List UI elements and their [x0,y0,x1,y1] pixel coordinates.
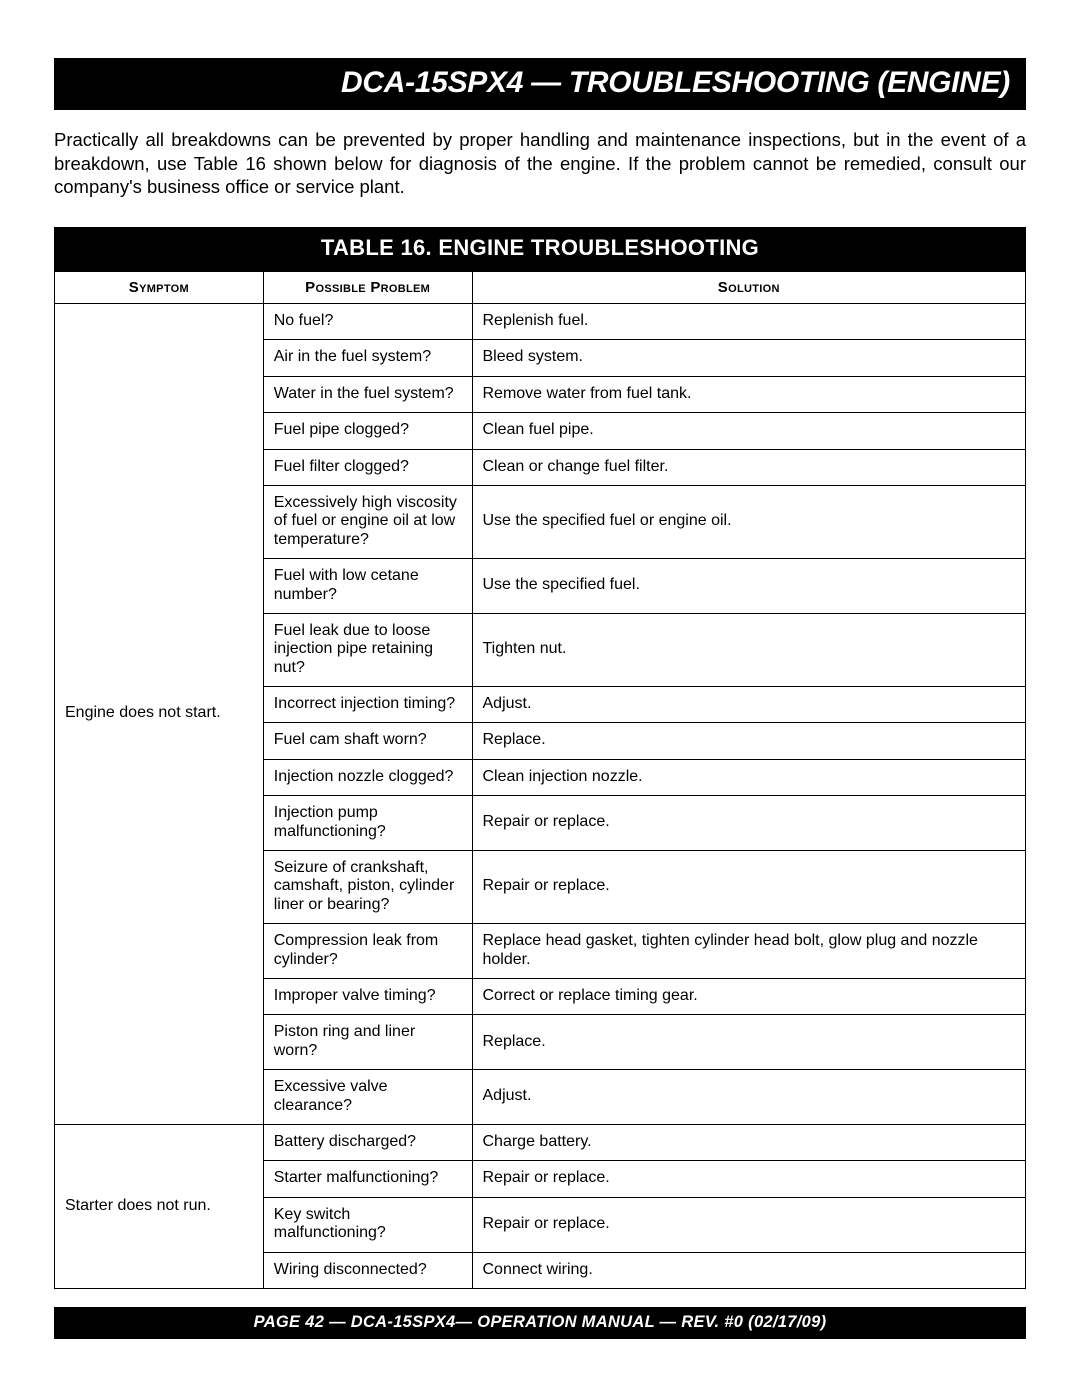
manual-page: DCA-15SPX4 — TROUBLESHOOTING (ENGINE) Pr… [0,0,1080,1397]
col-header-solution: Solution [472,272,1026,304]
problem-cell: Seizure of crankshaft, camshaft, piston,… [263,851,472,924]
problem-cell: Injection pump malfunctioning? [263,796,472,851]
problem-cell: Battery discharged? [263,1124,472,1160]
solution-cell: Replenish fuel. [472,304,1026,340]
table-row: Starter does not run.Battery discharged?… [55,1124,1026,1160]
problem-cell: Improper valve timing? [263,979,472,1015]
solution-cell: Clean injection nozzle. [472,759,1026,795]
symptom-cell: Starter does not run. [55,1124,264,1288]
col-header-symptom: Symptom [55,272,264,304]
problem-cell: Excessive valve clearance? [263,1070,472,1125]
solution-cell: Charge battery. [472,1124,1026,1160]
problem-cell: Fuel pipe clogged? [263,413,472,449]
page-footer-text: PAGE 42 — DCA-15SPX4— OPERATION MANUAL —… [254,1313,827,1331]
solution-cell: Replace. [472,723,1026,759]
troubleshooting-table: Symptom Possible Problem Solution Engine… [54,271,1026,1289]
solution-cell: Clean or change fuel filter. [472,449,1026,485]
col-header-problem: Possible Problem [263,272,472,304]
solution-cell: Remove water from fuel tank. [472,376,1026,412]
problem-cell: Fuel filter clogged? [263,449,472,485]
problem-cell: Key switch malfunctioning? [263,1197,472,1252]
solution-cell: Repair or replace. [472,1161,1026,1197]
solution-cell: Repair or replace. [472,1197,1026,1252]
table-title: TABLE 16. ENGINE TROUBLESHOOTING [54,227,1026,271]
problem-cell: Fuel cam shaft worn? [263,723,472,759]
problem-cell: Air in the fuel system? [263,340,472,376]
solution-cell: Tighten nut. [472,613,1026,686]
troubleshooting-table-wrap: TABLE 16. ENGINE TROUBLESHOOTING Symptom… [54,227,1026,1289]
solution-cell: Bleed system. [472,340,1026,376]
page-footer-bar: PAGE 42 — DCA-15SPX4— OPERATION MANUAL —… [54,1307,1026,1339]
problem-cell: Piston ring and liner worn? [263,1015,472,1070]
solution-cell: Use the specified fuel or engine oil. [472,485,1026,558]
problem-cell: Fuel leak due to loose injection pipe re… [263,613,472,686]
problem-cell: No fuel? [263,304,472,340]
solution-cell: Replace head gasket, tighten cylinder he… [472,924,1026,979]
page-header-title: DCA-15SPX4 — TROUBLESHOOTING (ENGINE) [341,66,1010,99]
solution-cell: Replace. [472,1015,1026,1070]
symptom-cell: Engine does not start. [55,304,264,1125]
problem-cell: Incorrect injection timing? [263,687,472,723]
solution-cell: Adjust. [472,687,1026,723]
problem-cell: Injection nozzle clogged? [263,759,472,795]
table-body: Engine does not start.No fuel?Replenish … [55,304,1026,1289]
solution-cell: Connect wiring. [472,1252,1026,1288]
problem-cell: Excessively high viscosity of fuel or en… [263,485,472,558]
table-header-row: Symptom Possible Problem Solution [55,272,1026,304]
solution-cell: Repair or replace. [472,851,1026,924]
solution-cell: Correct or replace timing gear. [472,979,1026,1015]
problem-cell: Wiring disconnected? [263,1252,472,1288]
solution-cell: Use the specified fuel. [472,559,1026,614]
page-header-bar: DCA-15SPX4 — TROUBLESHOOTING (ENGINE) [54,58,1026,110]
problem-cell: Compression leak from cylinder? [263,924,472,979]
problem-cell: Fuel with low cetane number? [263,559,472,614]
intro-paragraph: Practically all breakdowns can be preven… [54,128,1026,199]
problem-cell: Starter malfunctioning? [263,1161,472,1197]
solution-cell: Adjust. [472,1070,1026,1125]
problem-cell: Water in the fuel system? [263,376,472,412]
solution-cell: Clean fuel pipe. [472,413,1026,449]
table-row: Engine does not start.No fuel?Replenish … [55,304,1026,340]
solution-cell: Repair or replace. [472,796,1026,851]
